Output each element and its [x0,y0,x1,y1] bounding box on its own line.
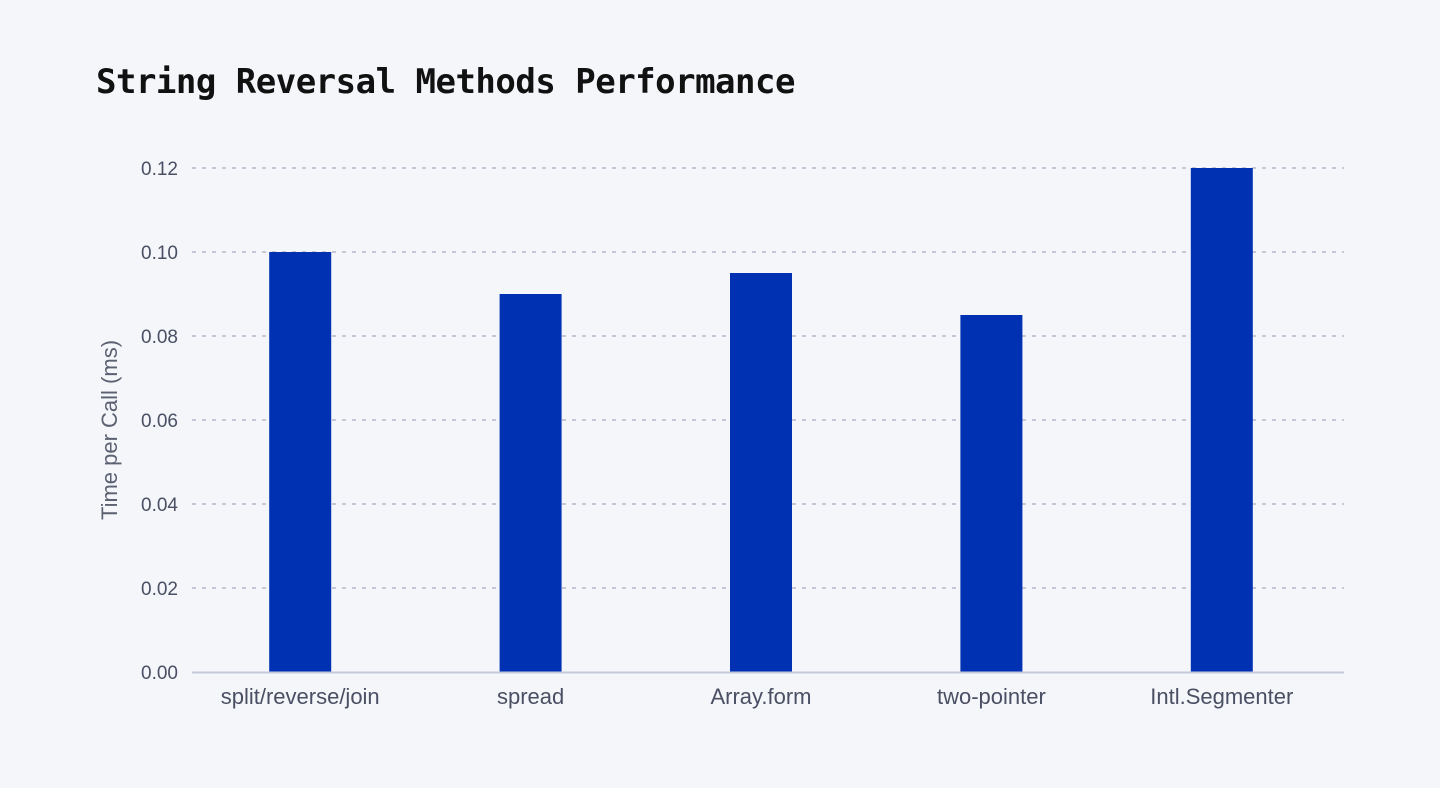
chart-title: String Reversal Methods Performance [96,62,795,102]
bar [730,273,792,672]
y-axis-title: Time per Call (ms) [97,340,122,520]
x-category-labels: split/reverse/join spread Array.form two-po… [221,684,1294,709]
y-tick-label: 0.02 [141,579,178,600]
x-category-label: split/reverse/join [221,684,380,709]
bar [960,315,1023,672]
x-category-label: Array.form [710,684,811,709]
y-tick-labels: 0.00 0.02 0.04 0.06 0.08 0.10 0.12 [141,159,178,684]
bar [1190,168,1253,672]
bar [269,252,332,672]
y-tick-label: 0.12 [141,159,178,180]
bar [499,294,562,672]
x-category-label: spread [497,684,564,709]
x-category-label: Intl.Segmenter [1150,684,1293,709]
y-tick-label: 0.10 [141,243,178,264]
y-tick-label: 0.08 [141,327,178,348]
bars [269,168,1253,672]
gridlines [192,167,1344,589]
y-tick-label: 0.00 [141,663,178,684]
y-tick-label: 0.04 [141,495,178,516]
y-tick-label: 0.06 [141,411,178,432]
x-category-label: two-pointer [937,684,1046,709]
